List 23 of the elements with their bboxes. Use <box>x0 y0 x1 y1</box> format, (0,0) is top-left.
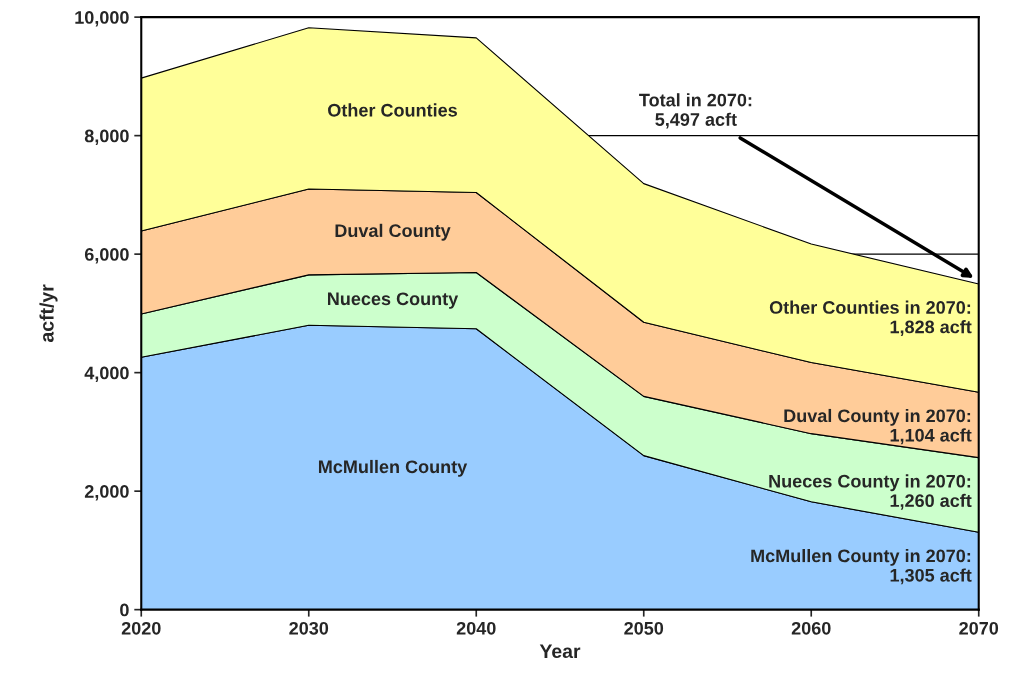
x-tick-label: 2030 <box>289 621 329 635</box>
x-tick-label: 2020 <box>121 621 161 635</box>
y-tick-label: 10,000 <box>75 11 129 27</box>
y-tick-label: 6,000 <box>84 248 129 264</box>
annotation: Duval County in 2070: 1,104 acft <box>784 408 972 445</box>
x-tick-label: 2050 <box>624 621 664 635</box>
series-label: Nueces County <box>328 292 459 309</box>
x-axis-title: Year <box>539 644 581 659</box>
annotation: Total in 2070: 5,497 acft <box>639 93 752 129</box>
series-label: McMullen County <box>318 459 468 477</box>
x-tick-label: 2040 <box>456 621 496 635</box>
annotation: Nueces County in 2070: 1,260 acft <box>769 474 972 510</box>
annotation: McMullen County in 2070: 1,305 acft <box>751 548 972 585</box>
series-label: Other Counties <box>328 103 457 117</box>
annotation: Other Counties in 2070: 1,828 acft <box>769 300 972 336</box>
series-label: Duval County <box>335 223 451 241</box>
y-axis-title: acft/yr <box>39 284 58 342</box>
y-tick-label: 0 <box>120 603 129 617</box>
x-tick-label: 2060 <box>791 621 831 635</box>
y-tick-label: 4,000 <box>84 366 129 382</box>
y-tick-label: 2,000 <box>84 485 129 501</box>
x-tick-label: 2070 <box>959 621 999 635</box>
y-tick-label: 8,000 <box>84 129 129 145</box>
